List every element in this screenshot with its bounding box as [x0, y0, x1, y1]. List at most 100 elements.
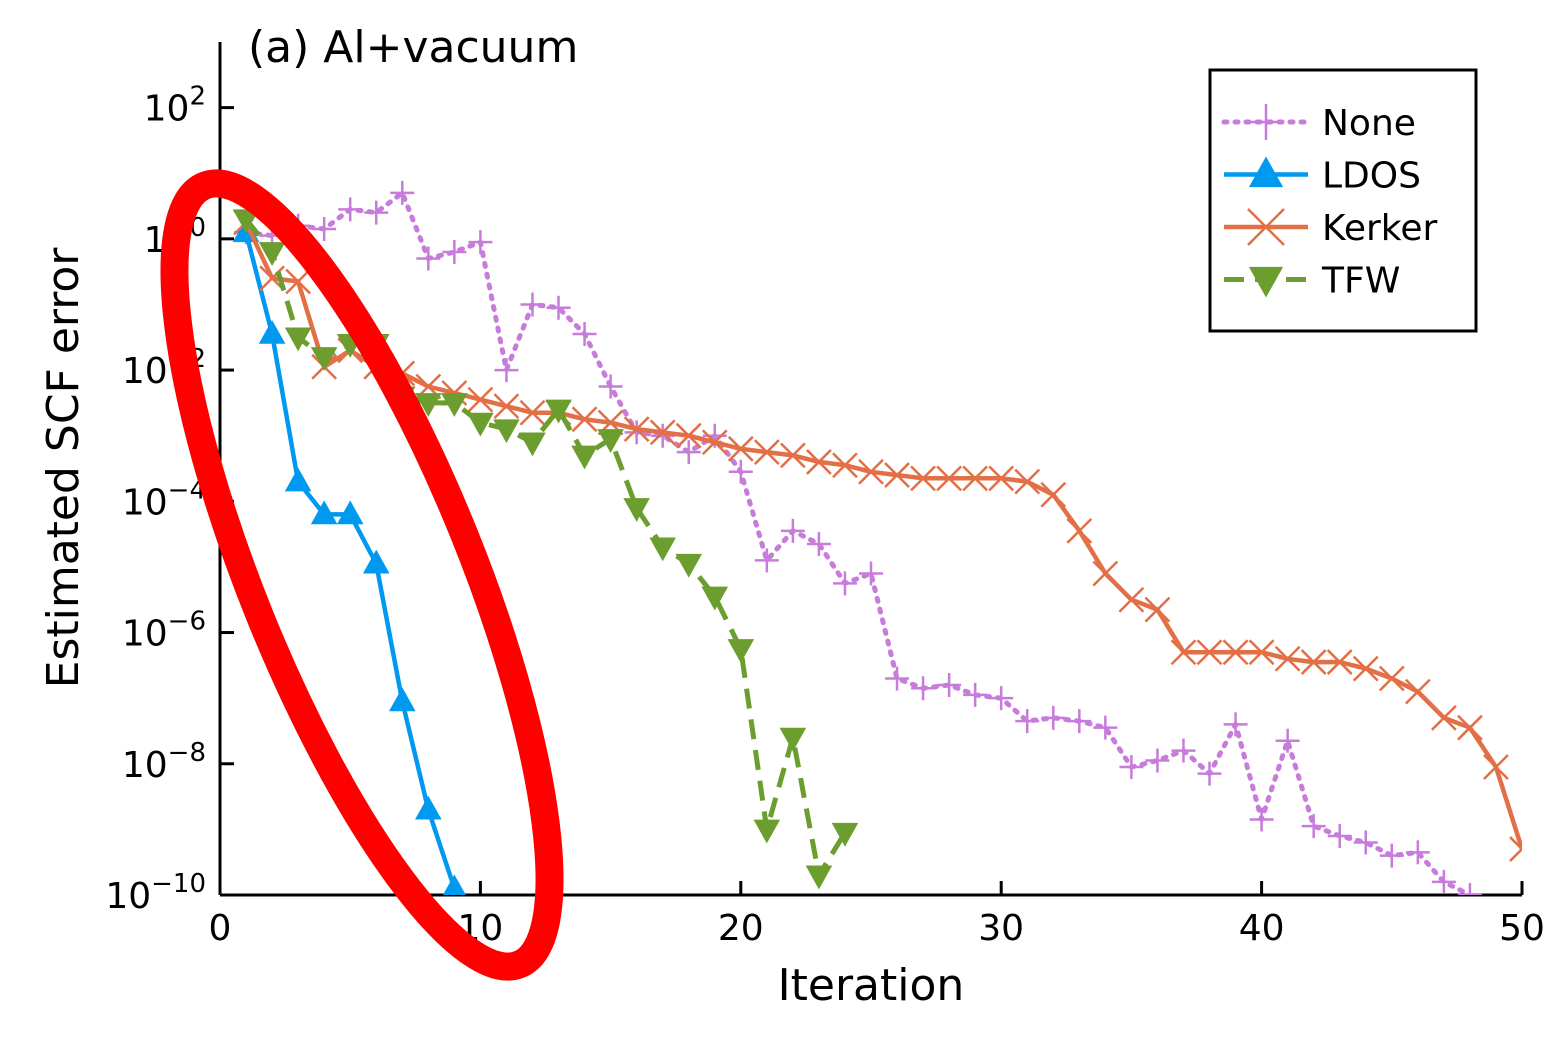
- data-point: [362, 549, 390, 574]
- data-point: [232, 209, 260, 234]
- data-point: [936, 465, 963, 492]
- data-point: [336, 500, 364, 525]
- y-tick-label: 10−10: [105, 869, 206, 917]
- legend-entry-ldos: LDOS: [1224, 156, 1421, 197]
- data-point: [1483, 754, 1509, 780]
- x-tick-label: 50: [1499, 908, 1545, 949]
- legend-entry-tfw: TFW: [1224, 261, 1400, 302]
- data-point: [727, 639, 755, 663]
- data-point: [1223, 712, 1248, 737]
- legend-items: None LDOS Kerker TFW: [1221, 103, 1437, 302]
- data-point: [1015, 709, 1040, 734]
- data-point: [1170, 639, 1197, 666]
- x-axis-label: Iteration: [778, 960, 965, 1011]
- y-tick-label: 10−4: [122, 475, 206, 523]
- data-point: [624, 420, 649, 445]
- data-point: [598, 374, 623, 399]
- data-point: [258, 242, 286, 266]
- data-point: [937, 673, 962, 698]
- data-point: [258, 319, 286, 344]
- data-point: [415, 393, 442, 417]
- data-point: [728, 459, 753, 484]
- data-point: [1249, 807, 1274, 832]
- data-point: [1040, 481, 1067, 508]
- data-point: [1196, 639, 1223, 666]
- data-point: [701, 586, 729, 611]
- data-point: [779, 442, 806, 469]
- legend-box: [1208, 68, 1478, 333]
- x-tick-label: 40: [1239, 908, 1285, 949]
- data-point: [571, 406, 598, 433]
- data-point: [416, 246, 441, 271]
- series-tfw: [232, 209, 859, 890]
- data-point: [545, 399, 572, 424]
- data-point: [963, 682, 988, 707]
- data-point: [1352, 655, 1379, 682]
- data-point: [1275, 728, 1300, 753]
- data-point: [1274, 645, 1301, 672]
- data-point: [494, 358, 519, 383]
- data-point: [753, 819, 781, 844]
- y-tick-label: 10−8: [122, 738, 206, 786]
- data-point: [519, 432, 546, 457]
- legend-label: LDOS: [1322, 156, 1421, 197]
- data-point: [676, 440, 701, 465]
- legend: None LDOS Kerker TFW: [1208, 68, 1478, 333]
- data-point: [441, 393, 468, 417]
- data-point: [1378, 665, 1405, 692]
- data-point: [338, 197, 363, 222]
- legend-label: None: [1322, 103, 1416, 144]
- data-point: [988, 465, 1015, 492]
- legend-swatch-marker: [1248, 156, 1284, 188]
- data-point: [623, 416, 650, 443]
- legend-label: TFW: [1321, 261, 1400, 302]
- data-point: [1118, 586, 1145, 613]
- data-point: [1145, 748, 1170, 773]
- data-point: [806, 449, 832, 475]
- data-point: [675, 553, 703, 578]
- y-tick-label: 102: [144, 82, 206, 130]
- data-point: [1093, 715, 1118, 740]
- data-point: [1092, 560, 1119, 587]
- data-point: [364, 200, 389, 225]
- data-point: [467, 412, 494, 437]
- data-point: [858, 458, 884, 485]
- data-point: [832, 452, 858, 479]
- data-point: [468, 230, 493, 255]
- data-point: [312, 217, 337, 242]
- data-point: [727, 435, 754, 462]
- data-point: [1119, 755, 1144, 780]
- data-point: [649, 537, 676, 562]
- data-point: [1430, 704, 1457, 731]
- data-point: [1300, 649, 1327, 675]
- data-point: [1067, 709, 1092, 734]
- data-point: [285, 268, 312, 295]
- data-point: [701, 429, 728, 456]
- data-point: [650, 423, 675, 448]
- data-point: [859, 561, 883, 586]
- data-point: [832, 571, 857, 596]
- data-point: [310, 500, 338, 525]
- data-point: [1144, 596, 1171, 623]
- data-point: [310, 347, 338, 371]
- y-axis-label: Estimated SCF error: [38, 247, 89, 689]
- data-point: [1379, 843, 1404, 868]
- data-point: [1066, 517, 1093, 544]
- data-point: [1509, 836, 1522, 862]
- data-point: [1353, 830, 1378, 855]
- x-tick-label: 20: [718, 908, 764, 949]
- data-point: [284, 327, 312, 352]
- data-point: [493, 393, 520, 420]
- data-point: [780, 518, 805, 543]
- data-point: [623, 498, 650, 522]
- data-point: [1041, 705, 1066, 730]
- highlight-ellipse: [160, 169, 564, 981]
- legend-entry-none: None: [1221, 103, 1416, 144]
- data-point: [989, 686, 1014, 711]
- legend-entry-kerker: Kerker: [1224, 208, 1437, 249]
- data-point: [493, 419, 520, 444]
- series-layer: [232, 180, 1522, 895]
- data-point: [911, 676, 936, 701]
- data-point: [467, 386, 494, 413]
